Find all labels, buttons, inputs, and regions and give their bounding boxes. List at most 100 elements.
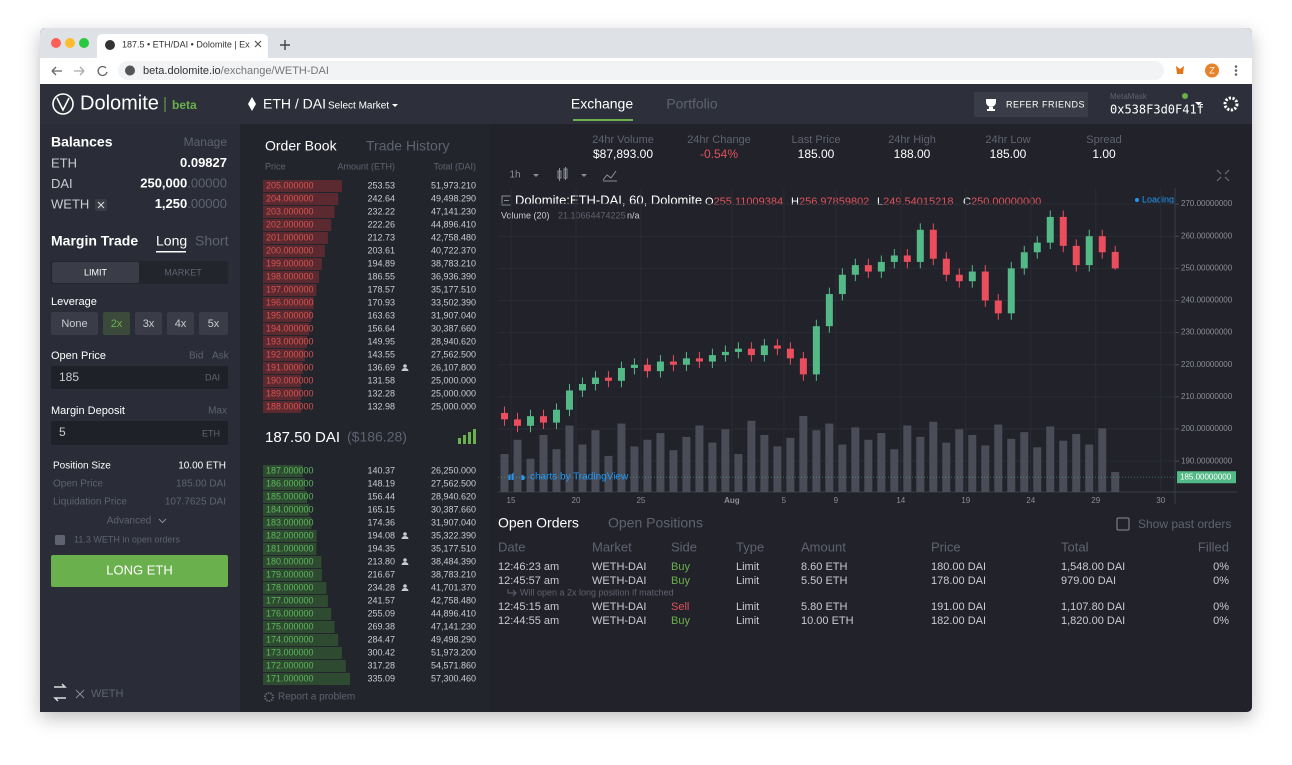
order-price[interactable]: 201.000000 xyxy=(266,232,314,242)
url-field[interactable] xyxy=(118,61,1164,80)
panel-tab[interactable]: Order Book xyxy=(265,138,338,154)
order-price[interactable]: 205.000000 xyxy=(266,180,314,190)
side-tab[interactable]: Short xyxy=(195,233,229,249)
order-price[interactable]: 176.000000 xyxy=(266,608,314,618)
new-tab[interactable] xyxy=(280,40,290,50)
order-price[interactable]: 185.000000 xyxy=(266,491,314,501)
order-price[interactable]: 171.000000 xyxy=(266,673,314,683)
order-price[interactable]: 178.000000 xyxy=(266,582,314,592)
leverage-option[interactable]: None xyxy=(61,318,87,330)
profile-avatar[interactable] xyxy=(1205,63,1219,78)
leverage-button[interactable] xyxy=(51,312,98,335)
order-price[interactable]: 174.000000 xyxy=(266,634,314,644)
panel-tab[interactable]: Open Orders xyxy=(498,515,579,531)
chart-type-button[interactable] xyxy=(557,167,568,181)
order-price[interactable]: 190.000000 xyxy=(266,375,314,385)
swap-toggle-icon[interactable] xyxy=(53,683,67,702)
order-price[interactable]: 175.000000 xyxy=(266,621,314,631)
advanced-toggle[interactable]: Advanced xyxy=(107,516,151,527)
refer-label[interactable]: REFER FRIENDS xyxy=(1006,99,1085,109)
leverage-button[interactable] xyxy=(135,312,162,335)
submit-button[interactable] xyxy=(51,555,228,587)
panel-tab[interactable]: Trade History xyxy=(366,138,450,154)
indicators-button[interactable] xyxy=(602,170,617,182)
order-price[interactable]: 202.000000 xyxy=(266,219,314,229)
leverage-button[interactable] xyxy=(103,312,130,335)
show-past-checkbox[interactable] xyxy=(1116,517,1130,531)
fullscreen-button[interactable] xyxy=(1216,169,1230,182)
price-shortcut[interactable]: Bid xyxy=(189,351,203,362)
nav-link[interactable]: Exchange xyxy=(571,96,633,112)
url[interactable]: beta.dolomite.io/exchange/WETH-DAI xyxy=(143,65,329,77)
price-shortcut[interactable]: Ask xyxy=(212,351,230,362)
order-price[interactable]: 192.000000 xyxy=(266,349,314,359)
report-link[interactable]: Report a problem xyxy=(278,692,355,703)
leverage-option[interactable]: 2x xyxy=(111,318,123,330)
interval-caret[interactable] xyxy=(533,174,539,177)
order-price[interactable]: 183.000000 xyxy=(266,517,314,527)
wallet-address[interactable]: 0x538F3d0F41f xyxy=(1110,103,1204,117)
manage-link[interactable]: Manage xyxy=(184,135,228,149)
order-price[interactable]: 197.000000 xyxy=(266,284,314,294)
order-price[interactable]: 173.000000 xyxy=(266,647,314,657)
order-price[interactable]: 188.000000 xyxy=(266,401,314,411)
order-price[interactable]: 200.000000 xyxy=(266,245,314,255)
watermark[interactable]: charts by TradingView xyxy=(530,472,629,483)
minimize-button[interactable] xyxy=(65,38,75,48)
forward-button[interactable] xyxy=(74,66,85,76)
order-price[interactable]: 204.000000 xyxy=(266,193,314,203)
max-link[interactable]: Max xyxy=(208,406,227,417)
order-price[interactable]: 179.000000 xyxy=(266,569,314,579)
order-price[interactable]: 184.000000 xyxy=(266,504,314,514)
order-price[interactable]: 180.000000 xyxy=(266,556,314,566)
order-type[interactable]: LIMIT xyxy=(84,267,108,277)
order-price[interactable]: 189.000000 xyxy=(266,388,314,398)
browser-tab[interactable] xyxy=(97,34,268,58)
order-price[interactable]: 177.000000 xyxy=(266,595,314,605)
leverage-button[interactable] xyxy=(167,312,194,335)
open-orders-checkbox[interactable] xyxy=(55,535,65,545)
margin-deposit-input[interactable] xyxy=(51,421,228,445)
order-price[interactable]: 194.000000 xyxy=(266,323,314,333)
panel-tab[interactable]: Open Positions xyxy=(608,515,703,531)
show-past-label[interactable]: Show past orders xyxy=(1138,517,1231,531)
tab-title[interactable]: 187.5 • ETH/DAI • Dolomite | Ex xyxy=(122,39,250,49)
order-price[interactable]: 172.000000 xyxy=(266,660,314,670)
back-button[interactable] xyxy=(51,66,62,76)
order-price[interactable]: 187.000000 xyxy=(266,465,314,475)
market-select[interactable]: Select Market xyxy=(328,101,389,112)
order-price[interactable]: 203.000000 xyxy=(266,206,314,216)
depth-bar xyxy=(263,180,342,192)
side-tab[interactable]: Long xyxy=(156,233,187,249)
refer-button[interactable] xyxy=(974,92,1088,117)
column-header: Price xyxy=(931,539,961,554)
submit-label[interactable]: LONG ETH xyxy=(106,562,172,577)
order-type[interactable]: MARKET xyxy=(164,267,202,277)
interval-button[interactable]: 1h xyxy=(509,170,520,181)
order-price[interactable]: 199.000000 xyxy=(266,258,314,268)
wallet-caret[interactable] xyxy=(1195,102,1202,106)
order-price[interactable]: 195.000000 xyxy=(266,310,314,320)
order-price[interactable]: 198.000000 xyxy=(266,271,314,281)
tab-close[interactable] xyxy=(254,40,262,48)
leverage-option[interactable]: 4x xyxy=(175,318,187,330)
leverage-option[interactable]: 3x xyxy=(143,318,155,330)
leverage-option[interactable]: 5x xyxy=(208,318,220,330)
reload-button[interactable] xyxy=(97,65,108,77)
order-price[interactable]: 196.000000 xyxy=(266,297,314,307)
nav-link[interactable]: Portfolio xyxy=(666,96,718,112)
browser-menu[interactable] xyxy=(1234,65,1238,76)
metamask-extension[interactable] xyxy=(1176,66,1184,74)
order-price[interactable]: 193.000000 xyxy=(266,336,314,346)
order-price[interactable]: 191.000000 xyxy=(266,362,314,372)
zoom-button[interactable] xyxy=(79,38,89,48)
open-price-input[interactable] xyxy=(51,366,228,389)
settings-icon[interactable] xyxy=(1223,96,1239,112)
profile-letter[interactable]: Z xyxy=(1209,65,1215,75)
order-price[interactable]: 181.000000 xyxy=(266,543,314,553)
order-price[interactable]: 186.000000 xyxy=(266,478,314,488)
close-button[interactable] xyxy=(51,38,61,48)
chart-type-caret[interactable] xyxy=(581,174,587,177)
order-price[interactable]: 182.000000 xyxy=(266,530,314,540)
leverage-button[interactable] xyxy=(199,312,228,335)
